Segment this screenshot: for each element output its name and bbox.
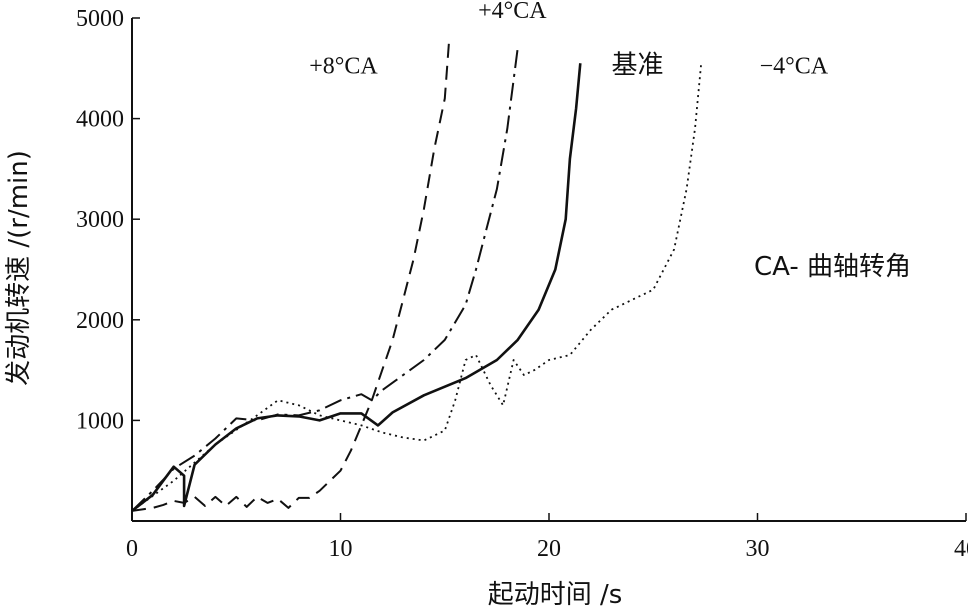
y-tick-label: 3000 [76, 207, 124, 233]
x-tick-label: 10 [329, 536, 353, 562]
y-axis-title: 发动机转速 /(r/min) [4, 150, 34, 386]
chart-annotation: CA- 曲轴转角 [754, 252, 911, 282]
y-tick-label: 4000 [76, 107, 124, 133]
series-line-3 [131, 63, 582, 512]
series-line-1 [131, 43, 450, 512]
x-tick-label: 0 [126, 536, 138, 562]
x-tick-label: 40 [954, 536, 968, 562]
x-axis-title: 起动时间 /s [488, 580, 623, 610]
x-tick-label: 20 [537, 536, 561, 562]
series-label-3: 基准 [612, 50, 664, 80]
y-tick-label: 5000 [76, 6, 124, 32]
series-line-4 [131, 63, 703, 512]
labels-layer: +8°CA +4°CA 基准 −4°CA [309, 0, 829, 80]
series-label-4: −4°CA [760, 53, 829, 79]
axes: 0 10 20 30 40 1000 2000 3000 4000 5000 [76, 6, 968, 562]
series-line-2 [131, 48, 519, 512]
series-label-2: +4°CA [478, 0, 547, 24]
series-label-1: +8°CA [309, 53, 378, 79]
series-layer [131, 43, 703, 512]
y-tick-label: 1000 [76, 408, 124, 434]
x-tick-label: 30 [746, 536, 770, 562]
y-tick-label: 2000 [76, 308, 124, 334]
